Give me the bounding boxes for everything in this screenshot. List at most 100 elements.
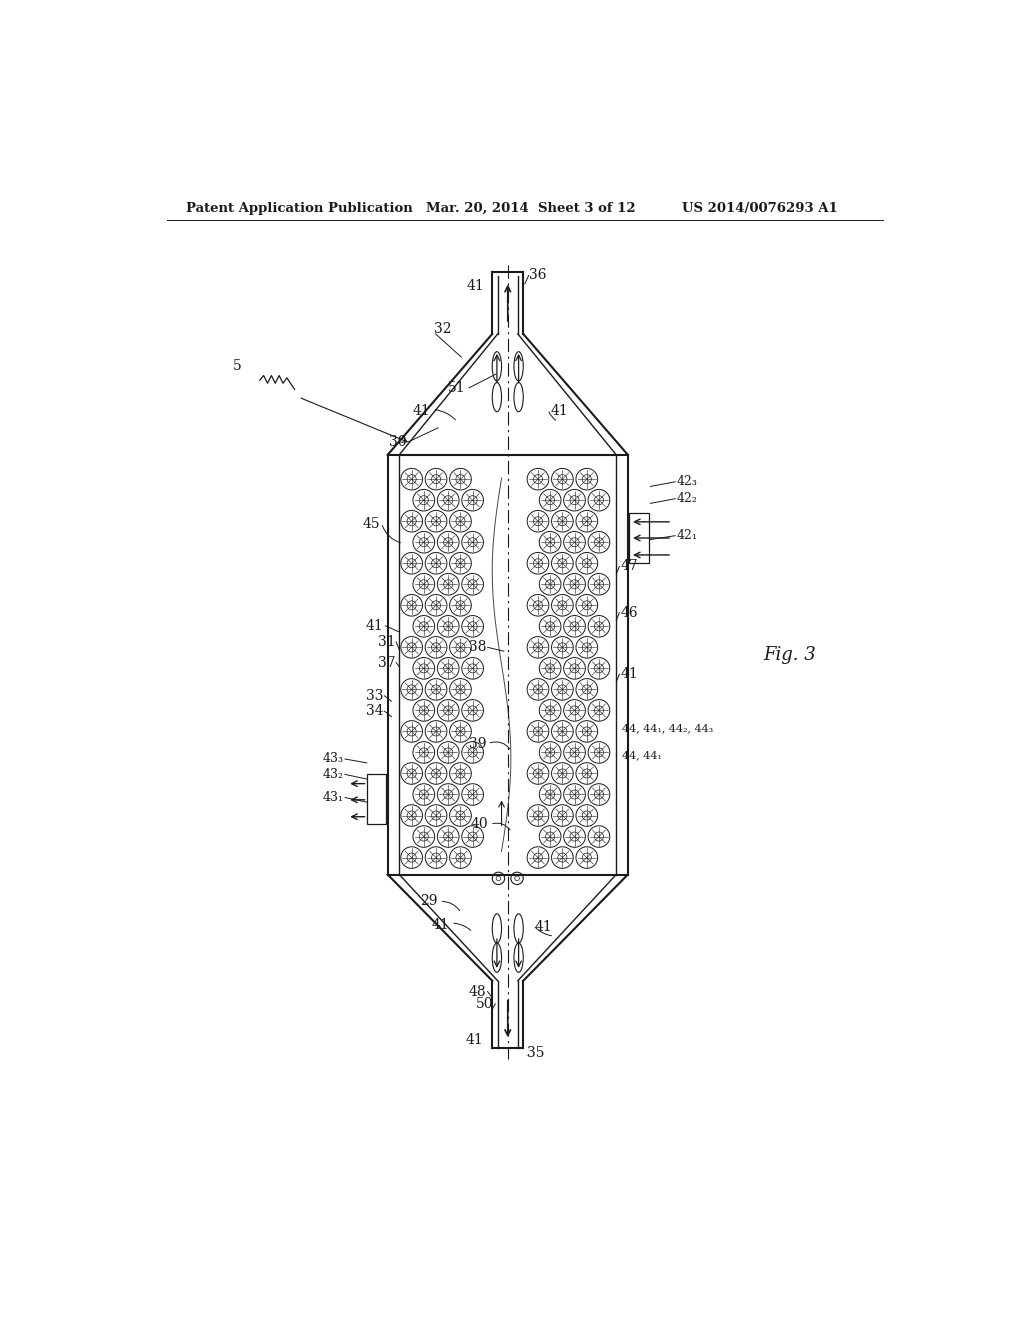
Circle shape [437,532,459,553]
Text: 41: 41 [432,917,450,932]
Circle shape [527,847,549,869]
Circle shape [400,511,423,532]
Circle shape [462,657,483,680]
Circle shape [425,678,446,700]
Circle shape [425,553,446,574]
Circle shape [588,784,610,805]
Text: 43₃: 43₃ [323,752,343,766]
Text: 46: 46 [621,606,638,619]
Circle shape [540,573,561,595]
Circle shape [437,700,459,721]
Text: 50: 50 [476,997,494,1011]
Circle shape [527,511,549,532]
Circle shape [552,511,573,532]
Ellipse shape [493,913,502,942]
Circle shape [425,594,446,616]
Circle shape [462,826,483,847]
Circle shape [588,826,610,847]
Text: 41: 41 [465,1034,483,1047]
Circle shape [552,678,573,700]
Circle shape [575,721,598,742]
Circle shape [400,469,423,490]
Text: Mar. 20, 2014  Sheet 3 of 12: Mar. 20, 2014 Sheet 3 of 12 [426,202,636,215]
Circle shape [552,469,573,490]
Circle shape [588,700,610,721]
Circle shape [450,553,471,574]
Circle shape [552,636,573,659]
Ellipse shape [493,942,502,973]
Text: 47: 47 [621,560,638,573]
Circle shape [413,573,434,595]
Circle shape [425,847,446,869]
Circle shape [588,742,610,763]
Circle shape [563,615,586,638]
Circle shape [527,594,549,616]
Text: 35: 35 [527,1047,545,1060]
Text: 41: 41 [413,404,430,418]
Text: 42₁: 42₁ [677,529,697,543]
Circle shape [400,805,423,826]
Text: 41: 41 [535,920,553,933]
Circle shape [527,805,549,826]
Text: 45: 45 [362,517,380,531]
Text: 33: 33 [367,689,384,702]
Text: 31: 31 [378,635,395,649]
Text: 41: 41 [550,404,568,418]
Text: Patent Application Publication: Patent Application Publication [186,202,413,215]
Circle shape [425,469,446,490]
Circle shape [400,594,423,616]
Circle shape [527,636,549,659]
Circle shape [450,636,471,659]
Circle shape [563,826,586,847]
Circle shape [425,763,446,784]
Circle shape [400,678,423,700]
Ellipse shape [493,351,502,381]
Ellipse shape [514,913,523,942]
Circle shape [413,615,434,638]
Circle shape [563,573,586,595]
Circle shape [450,763,471,784]
Circle shape [462,700,483,721]
Ellipse shape [493,383,502,412]
Circle shape [527,763,549,784]
Circle shape [552,847,573,869]
Circle shape [588,573,610,595]
Ellipse shape [514,942,523,973]
Circle shape [437,784,459,805]
Circle shape [425,636,446,659]
Circle shape [425,511,446,532]
Circle shape [563,700,586,721]
Circle shape [563,657,586,680]
Circle shape [575,511,598,532]
Circle shape [400,721,423,742]
Text: 34: 34 [367,705,384,718]
Circle shape [462,490,483,511]
Text: 40: 40 [471,817,488,832]
Circle shape [413,742,434,763]
Circle shape [575,678,598,700]
Circle shape [413,784,434,805]
Circle shape [575,763,598,784]
Circle shape [575,553,598,574]
Circle shape [437,657,459,680]
Circle shape [413,657,434,680]
Circle shape [450,805,471,826]
Circle shape [527,469,549,490]
Circle shape [400,553,423,574]
Text: 36: 36 [529,268,547,282]
Circle shape [575,594,598,616]
Circle shape [563,784,586,805]
Circle shape [552,594,573,616]
Circle shape [552,553,573,574]
Circle shape [462,615,483,638]
Circle shape [450,847,471,869]
Circle shape [462,742,483,763]
Text: 41: 41 [467,280,484,293]
Circle shape [575,469,598,490]
Text: 32: 32 [434,322,452,337]
Circle shape [425,805,446,826]
Circle shape [588,615,610,638]
Circle shape [527,553,549,574]
Text: 51: 51 [447,381,465,395]
Circle shape [400,847,423,869]
